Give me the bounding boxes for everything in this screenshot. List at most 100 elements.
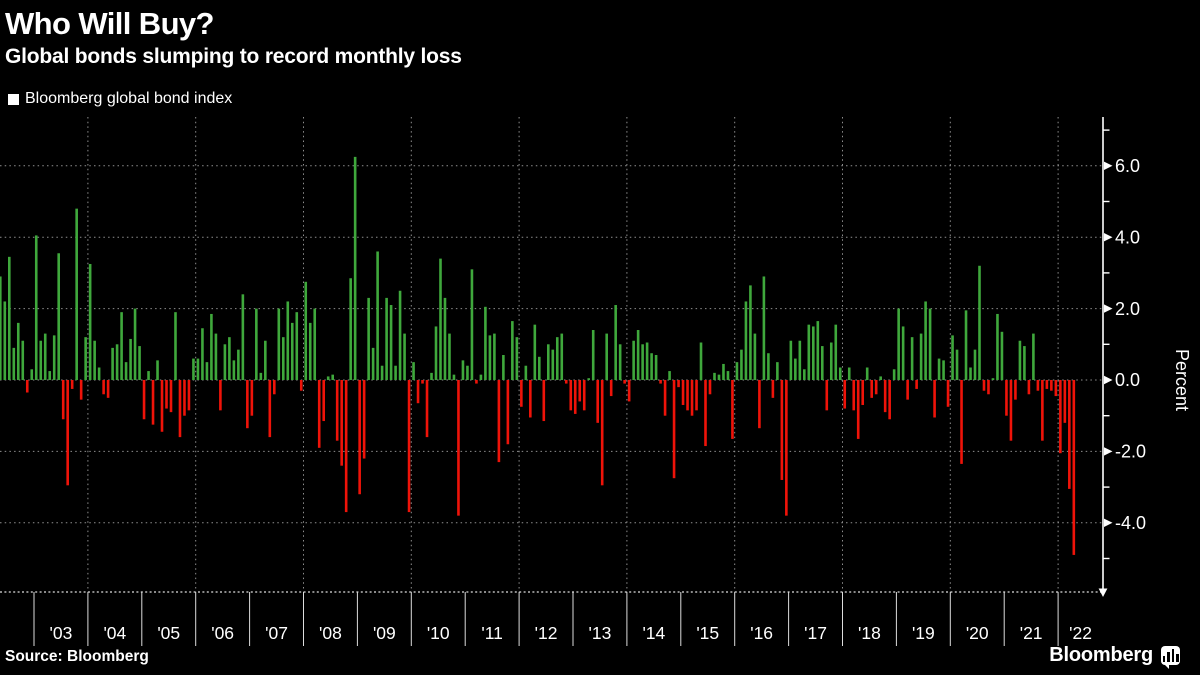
- x-year-label: '09: [373, 623, 396, 643]
- monthly-return-bar: [93, 340, 96, 380]
- monthly-return-bar: [529, 380, 532, 418]
- monthly-return-bar: [1014, 380, 1017, 400]
- monthly-return-bar: [335, 380, 339, 441]
- monthly-return-bar: [358, 380, 361, 495]
- monthly-return-bar: [533, 324, 537, 380]
- legend-swatch-icon: [8, 93, 19, 105]
- monthly-return-bar: [1009, 380, 1013, 441]
- monthly-return-bar: [937, 358, 941, 380]
- monthly-return-bar: [1050, 380, 1053, 391]
- monthly-return-bar: [1027, 380, 1031, 395]
- monthly-return-bar: [88, 263, 92, 381]
- monthly-return-bar: [960, 380, 963, 464]
- monthly-return-bar: [84, 337, 87, 380]
- monthly-return-bar: [389, 305, 393, 380]
- monthly-return-bar: [228, 337, 231, 380]
- monthly-return-bar: [928, 308, 932, 380]
- monthly-return-bar: [520, 380, 523, 407]
- monthly-return-bar: [380, 365, 384, 380]
- monthly-return-bar: [66, 380, 69, 486]
- monthly-return-bar: [654, 355, 658, 380]
- monthly-return-bar: [75, 208, 78, 380]
- monthly-return-bar: [174, 312, 177, 380]
- monthly-return-bar: [407, 380, 411, 513]
- monthly-return-bar: [412, 362, 415, 380]
- monthly-return-bar: [511, 321, 514, 381]
- monthly-return-bar: [264, 340, 267, 380]
- monthly-return-bar: [767, 353, 770, 381]
- monthly-return-bar: [79, 380, 83, 400]
- monthly-return-bar: [457, 380, 460, 516]
- monthly-return-bar: [111, 347, 114, 380]
- monthly-return-bar: [349, 278, 352, 380]
- monthly-return-bar: [1045, 380, 1049, 389]
- y-axis-title: Percent: [1172, 349, 1192, 411]
- monthly-return-bar: [996, 313, 999, 380]
- monthly-return-bar: [704, 380, 707, 447]
- monthly-return-bar: [12, 347, 16, 380]
- monthly-return-bar: [493, 333, 496, 380]
- monthly-return-bar: [367, 297, 370, 380]
- monthly-return-bar: [344, 380, 348, 513]
- monthly-return-bar: [142, 380, 146, 420]
- monthly-return-bar: [695, 380, 698, 411]
- monthly-return-bar: [677, 380, 680, 388]
- monthly-return-bar: [964, 310, 968, 380]
- monthly-return-bar: [246, 380, 249, 429]
- monthly-return-bar: [861, 380, 865, 405]
- monthly-return-bar: [461, 360, 465, 381]
- monthly-return-bar: [61, 380, 65, 420]
- monthly-return-bar: [717, 374, 721, 380]
- y-tick-label: 6.0: [1115, 156, 1140, 176]
- monthly-return-bar: [416, 380, 420, 404]
- monthly-return-bar: [762, 276, 766, 380]
- monthly-return-bar: [479, 374, 483, 380]
- axis-end-arrow: [1098, 588, 1108, 597]
- bloomberg-brand: Bloomberg: [1049, 644, 1180, 669]
- monthly-return-bar: [578, 380, 582, 402]
- monthly-return-bar: [331, 374, 334, 380]
- monthly-return-bar: [897, 308, 900, 380]
- monthly-return-bar: [538, 356, 541, 381]
- monthly-return-bar: [165, 380, 168, 409]
- monthly-return-bar: [874, 380, 878, 395]
- monthly-return-bar: [340, 380, 343, 466]
- monthly-return-bar: [299, 380, 303, 391]
- monthly-return-bar: [780, 380, 784, 480]
- y-major-tick-arrow: [1104, 304, 1113, 313]
- monthly-return-bar: [744, 301, 748, 380]
- monthly-return-bar: [542, 380, 546, 422]
- monthly-return-bar: [726, 371, 730, 380]
- monthly-return-bar: [48, 371, 52, 380]
- monthly-return-bar: [421, 380, 424, 384]
- monthly-return-bar: [106, 380, 110, 398]
- monthly-return-bar: [223, 344, 227, 380]
- monthly-return-bar: [924, 301, 927, 380]
- monthly-return-bar: [43, 333, 47, 380]
- x-year-label: '18: [858, 623, 881, 643]
- monthly-return-bar: [946, 380, 950, 407]
- monthly-return-bar: [156, 360, 159, 381]
- legend: Bloomberg global bond index: [8, 90, 232, 108]
- monthly-return-bar: [645, 342, 649, 380]
- monthly-return-bar: [515, 337, 519, 380]
- monthly-return-bar: [892, 369, 896, 380]
- monthly-return-bar: [255, 308, 258, 380]
- x-year-label: '21: [1020, 623, 1043, 643]
- monthly-return-bar: [681, 380, 685, 405]
- monthly-return-bar: [856, 380, 860, 439]
- monthly-return-bar: [1023, 346, 1026, 380]
- x-year-label: '14: [642, 623, 665, 643]
- monthly-return-bar: [879, 376, 882, 380]
- monthly-return-bar: [650, 353, 653, 381]
- monthly-return-bar: [178, 380, 182, 438]
- monthly-return-bar: [636, 330, 640, 380]
- monthly-return-bar: [3, 301, 7, 380]
- monthly-return-bar: [430, 372, 433, 380]
- monthly-return-bar: [52, 335, 56, 381]
- monthly-return-bar: [371, 347, 375, 380]
- monthly-return-bar: [524, 365, 528, 380]
- y-major-tick-arrow: [1104, 161, 1113, 170]
- monthly-return-bar: [281, 337, 285, 380]
- monthly-return-bar: [803, 369, 806, 380]
